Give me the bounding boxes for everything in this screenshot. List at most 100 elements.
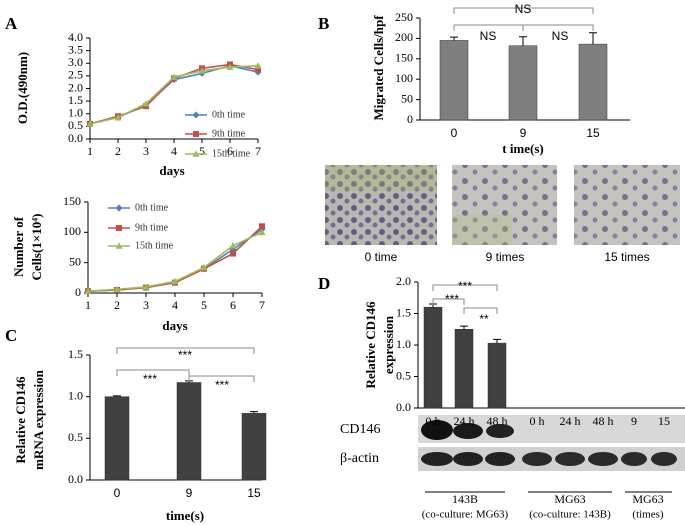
x-tick-label: 24 h [560,414,581,428]
annotation: NS [552,29,569,43]
y-tick-label: 1.5 [68,93,83,107]
x-tick-label: 0 [451,126,458,140]
micrograph [325,165,437,245]
x-tick-label: 2 [114,298,120,312]
legend-marker [193,131,199,137]
x-axis-label: t ime(s) [502,141,544,156]
point [84,287,92,294]
bar [176,382,202,481]
y-tick-label: 0.0 [68,472,83,486]
blot-label: CD146 [340,422,380,437]
annotation: *** [143,372,157,386]
point [254,62,262,69]
y-tick-label: 50 [69,254,81,268]
bracket [188,375,255,382]
group-note: (co-culture: 143B) [529,509,611,521]
panel-label: A [5,14,18,33]
micrograph-tint [452,215,512,245]
y-tick-label: 1.0 [68,388,83,402]
bracket [453,7,594,14]
y-tick-label: 50 [401,91,413,105]
micrograph [574,165,680,245]
x-tick-label: 3 [143,298,149,312]
annotation: *** [215,378,229,392]
legend-marker [192,150,200,157]
legend-marker [115,204,123,212]
x-tick-label: 6 [227,144,233,158]
group-note: (times) [632,509,663,521]
y-axis-label: Relative CD146 [13,376,28,464]
blot-label: β-actin [340,451,379,466]
point [198,67,206,74]
x-tick-label: 24 h [454,414,475,428]
point [226,63,234,70]
x-tick-label: 4 [171,144,177,158]
annotation: *** [178,348,192,362]
point [229,242,237,249]
y-tick-label: 1.5 [396,305,411,319]
point [86,120,94,127]
annotation: NS [515,2,532,16]
blot-band [621,452,647,466]
bar [454,329,474,409]
y-tick-label: 2.5 [68,68,83,82]
legend-label: 9th time [135,222,169,233]
group-note: (co-culture: MG63) [422,509,509,521]
x-tick-label: 3 [143,144,149,158]
bracket [463,307,498,314]
x-tick-label: 9 [520,126,527,140]
bracket [116,347,255,354]
micrograph [452,165,557,245]
y-axis-label: Relative CD146 [363,301,378,389]
image-caption: 15 times [604,250,649,264]
blot-band [651,452,677,466]
y-tick-label: 0.5 [396,368,411,382]
x-tick-label: 6 [230,298,236,312]
x-tick-label: 0 [114,486,121,500]
x-axis-label: days [159,163,184,178]
y-tick-label: 150 [395,51,413,65]
legend-label: 15th time [135,240,174,251]
bar [439,40,469,121]
x-tick-label: 0 h [426,414,441,428]
y-tick-label: 250 [395,10,413,24]
x-tick-label: 5 [201,298,207,312]
x-tick-label: 15 [247,486,261,500]
x-tick-label: 15 [658,414,670,428]
error-bar [250,411,258,414]
bar [508,45,538,121]
point [259,223,265,230]
y-tick-label: 0.0 [396,400,411,414]
annotation: NS [480,29,497,43]
x-tick-label: 48 h [487,414,508,428]
blot-band [555,452,585,466]
blot-band [453,423,483,439]
y-tick-label: 2.0 [396,274,411,288]
legend-label: 0th time [212,109,246,120]
y-axis-label: Migrated Cells/hpf [371,15,386,121]
error-bar [450,36,458,41]
x-tick-label: 9 [186,486,193,500]
point [230,250,236,257]
panel-label: B [318,14,329,33]
error-bar [519,36,527,46]
legend-label: 9th time [212,128,246,139]
y-tick-label: 200 [395,30,413,44]
y-tick-label: 0 [75,285,81,299]
panel-label: C [5,326,17,345]
x-tick-label: 1 [87,144,93,158]
legend-label: 0th time [135,202,169,213]
bracket [522,24,594,31]
y-tick-label: 1.0 [396,337,411,351]
legend-marker [116,225,122,231]
y-tick-label: 0.5 [68,118,83,132]
bar [423,306,443,409]
panel-label: D [318,274,330,293]
point [258,228,266,236]
point [170,73,178,80]
y-tick-label: 1.0 [68,106,83,120]
y-tick-label: 0.5 [68,430,83,444]
bracket [432,298,465,305]
x-tick-label: 5 [199,144,205,158]
y-tick-label: 2.0 [68,80,83,94]
